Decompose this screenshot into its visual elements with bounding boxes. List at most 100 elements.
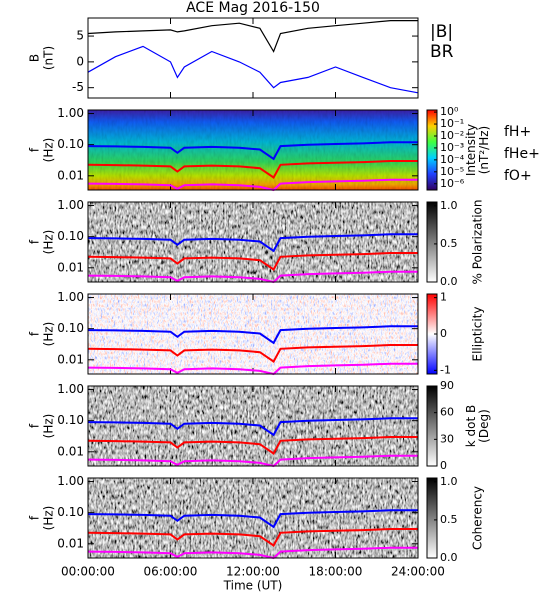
y-tick-label: 0.01 (57, 444, 84, 458)
series-line (87, 252, 418, 271)
colorbar-tick-label: 90 (440, 379, 454, 392)
series-line (87, 454, 418, 468)
series-line (87, 436, 418, 455)
series-line (87, 160, 418, 179)
colorbar-tick-label: 1.0 (440, 475, 458, 488)
y-axis-label: B (28, 54, 42, 62)
plot-frame (87, 201, 419, 283)
colorbar-label: Ellipticity (471, 307, 485, 362)
legend-label: fH+ (504, 124, 531, 140)
y-axis-label: (Hz) (42, 322, 56, 347)
y-axis-label: (Hz) (42, 414, 56, 439)
y-tick-label: 0.10 (57, 137, 84, 151)
x-tick-label: 12:00:00 (226, 565, 280, 579)
y-axis-label: f (28, 331, 42, 336)
series-line (87, 344, 418, 363)
y-tick-label: 0.01 (57, 260, 84, 274)
series-line (87, 417, 418, 437)
spectrogram-bg (88, 478, 418, 558)
colorbar-tick-label: 0 (440, 327, 447, 340)
colorbar-tick-label: 30 (440, 432, 454, 445)
colorbar (426, 477, 438, 559)
y-tick-label: 0.01 (57, 352, 84, 366)
spectrogram-texture (88, 110, 418, 190)
plot-frame (87, 17, 419, 99)
legend-label: |B| (430, 22, 453, 42)
colorbar-tick-label: 1 (440, 291, 447, 304)
series-line (87, 45, 419, 94)
series-line (87, 233, 418, 253)
colorbar-tick-label: 0.5 (440, 513, 458, 526)
y-tick-label: 0.10 (57, 321, 84, 335)
series-line (87, 20, 418, 53)
x-axis-label: Time (UT) (223, 579, 283, 593)
colorbar-label: Intensity (464, 124, 478, 176)
colorbar-tick-label: 10⁻³ (440, 141, 464, 154)
colorbar-tick-label: 1.0 (440, 199, 458, 212)
colorbar-tick-label: 10⁻⁵ (440, 165, 464, 178)
y-tick-label: 0.01 (57, 536, 84, 550)
plot-frame (87, 385, 419, 467)
y-axis-label: (Hz) (42, 230, 56, 255)
plot-frame (87, 109, 419, 191)
y-tick-label: 1.00 (57, 106, 84, 120)
colorbar-tick-label: 10⁻¹ (440, 117, 464, 130)
colorbar-tick-label: 10⁰ (440, 105, 459, 118)
x-tick-label: 06:00:00 (144, 565, 198, 579)
series-line (87, 528, 418, 547)
spectrogram-bg (88, 294, 418, 374)
series-line (87, 325, 418, 345)
y-tick-label: 0.01 (57, 168, 84, 182)
plot-frame (87, 293, 419, 375)
y-tick-label: 0.10 (57, 505, 84, 519)
y-axis-label: (Hz) (42, 506, 56, 531)
series-line (87, 546, 418, 560)
y-tick-label: 1.00 (57, 198, 84, 212)
y-tick-label: -5 (72, 80, 84, 94)
y-tick-label: 0 (76, 54, 84, 68)
colorbar-label: k dot B (464, 405, 478, 447)
series-line (87, 362, 418, 376)
colorbar-tick-label: 0.0 (440, 551, 458, 564)
y-tick-label: 1.00 (57, 474, 84, 488)
x-tick-label: 18:00:00 (309, 565, 363, 579)
colorbar (426, 201, 438, 283)
series-line (87, 270, 418, 284)
legend-label: fHe+ (504, 146, 540, 162)
colorbar-tick-label: 0 (440, 459, 447, 472)
colorbar-label: (nT²/Hz) (477, 126, 491, 174)
y-axis-label: f (28, 515, 42, 520)
colorbar-tick-label: 10⁻⁴ (440, 153, 465, 166)
series-line (87, 141, 418, 161)
y-tick-label: 1.00 (57, 382, 84, 396)
spectrogram-bg (88, 386, 418, 466)
y-axis-label: f (28, 147, 42, 152)
series-line (87, 509, 418, 529)
colorbar-label: % Polarization (471, 200, 485, 285)
legend-label: fO+ (504, 168, 532, 184)
colorbar-label: Coherency (471, 486, 485, 550)
x-tick-label: 24:00:00 (391, 565, 445, 579)
y-tick-label: 0.10 (57, 229, 84, 243)
y-tick-label: 0.10 (57, 413, 84, 427)
chart-title: ACE Mag 2016-150 (186, 0, 320, 16)
y-tick-label: 5 (76, 29, 84, 43)
series-line (87, 178, 418, 192)
y-axis-label: (nT) (42, 46, 56, 70)
spectrogram-bg (88, 202, 418, 282)
y-axis-label: f (28, 239, 42, 244)
y-tick-label: 1.00 (57, 290, 84, 304)
colorbar-tick-label: -1 (440, 363, 451, 376)
colorbar-tick-label: 60 (440, 406, 454, 419)
colorbar (426, 109, 438, 191)
colorbar-tick-label: 10⁻⁶ (440, 177, 465, 190)
legend-label: BR (430, 42, 454, 62)
plot-frame (87, 477, 419, 559)
y-axis-label: (Hz) (42, 138, 56, 163)
colorbar-label: (Deg) (477, 409, 491, 443)
colorbar (426, 385, 438, 467)
colorbar-tick-label: 10⁻² (440, 129, 464, 142)
y-axis-label: f (28, 423, 42, 428)
colorbar-tick-label: 0.0 (440, 275, 458, 288)
